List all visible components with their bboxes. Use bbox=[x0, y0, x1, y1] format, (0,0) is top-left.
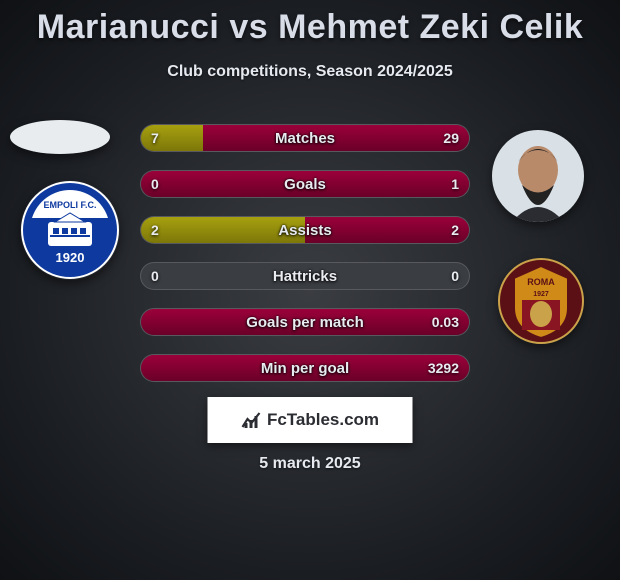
stat-left-value: 0 bbox=[141, 171, 169, 197]
stat-right-value: 0 bbox=[441, 263, 469, 289]
chart-icon bbox=[241, 409, 263, 431]
stat-row: Goals per match0.03 bbox=[140, 308, 470, 336]
stat-left-value: 0 bbox=[141, 263, 169, 289]
left-club-year: 1920 bbox=[56, 250, 85, 265]
stat-left-value: 7 bbox=[141, 125, 169, 151]
stat-row: Assists2 2 bbox=[140, 216, 470, 244]
stat-right-value: 3292 bbox=[418, 355, 469, 381]
stat-row: Matches7 29 bbox=[140, 124, 470, 152]
stat-left-value bbox=[141, 355, 161, 381]
right-club-label: ROMA bbox=[527, 277, 555, 287]
stat-right-value: 2 bbox=[441, 217, 469, 243]
stat-left-value bbox=[141, 309, 161, 335]
right-player-photo bbox=[492, 130, 584, 222]
avatar-icon bbox=[492, 130, 584, 222]
brand-badge[interactable]: FcTables.com bbox=[208, 397, 413, 443]
stat-right-value: 0.03 bbox=[422, 309, 469, 335]
left-club-badge: EMPOLI F.C. 1920 bbox=[20, 180, 120, 280]
stat-label: Hattricks bbox=[141, 263, 469, 289]
roma-badge-icon: ROMA 1927 bbox=[498, 258, 584, 344]
stats-area: Matches729Goals01Assists22Hattricks00Goa… bbox=[140, 124, 470, 400]
right-club-year: 1927 bbox=[533, 291, 549, 298]
stat-label: Goals bbox=[141, 171, 469, 197]
stat-row: Hattricks0 0 bbox=[140, 262, 470, 290]
stat-right-value: 29 bbox=[433, 125, 469, 151]
stat-right-value: 1 bbox=[441, 171, 469, 197]
brand-text: FcTables.com bbox=[267, 410, 379, 430]
stat-label: Goals per match bbox=[141, 309, 469, 335]
empoli-badge-icon: EMPOLI F.C. 1920 bbox=[20, 180, 120, 280]
left-player-photo bbox=[10, 120, 110, 154]
stat-label: Matches bbox=[141, 125, 469, 151]
page-title: Marianucci vs Mehmet Zeki Celik bbox=[0, 0, 620, 47]
stat-left-value: 2 bbox=[141, 217, 169, 243]
stat-row: Min per goal3292 bbox=[140, 354, 470, 382]
subtitle: Club competitions, Season 2024/2025 bbox=[0, 63, 620, 81]
date: 5 march 2025 bbox=[0, 455, 620, 473]
stat-row: Goals0 1 bbox=[140, 170, 470, 198]
right-club-badge: ROMA 1927 bbox=[498, 258, 584, 344]
stat-label: Assists bbox=[141, 217, 469, 243]
left-club-label: EMPOLI F.C. bbox=[43, 200, 96, 210]
